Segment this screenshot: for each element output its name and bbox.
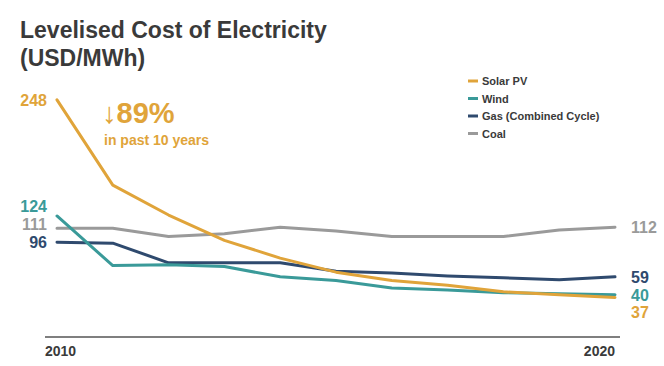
x-tick-label: 2020 xyxy=(584,343,615,359)
plot-lines xyxy=(57,100,615,298)
chart-root: Levelised Cost of Electricity(USD/MWh) ↓8… xyxy=(0,0,664,366)
legend-label: Wind xyxy=(482,93,509,105)
data-label: 124 xyxy=(20,198,47,215)
legend-swatch xyxy=(468,115,478,118)
data-label: 248 xyxy=(20,92,47,109)
data-label: 59 xyxy=(631,269,649,286)
data-label: 40 xyxy=(631,287,649,304)
x-tick-label: 2010 xyxy=(45,343,76,359)
series-line xyxy=(57,216,615,295)
series-line xyxy=(57,242,615,279)
data-label: 111 xyxy=(22,216,47,233)
legend-swatch xyxy=(468,132,478,135)
legend-label: Coal xyxy=(482,128,506,140)
legend-swatch xyxy=(468,80,478,83)
x-axis-line xyxy=(45,336,620,338)
data-label: 37 xyxy=(631,304,649,321)
legend-label: Solar PV xyxy=(482,75,528,87)
subtitle: (USD/MWh) xyxy=(20,45,145,71)
data-label: 96 xyxy=(29,234,47,251)
series-line xyxy=(57,227,615,236)
data-label: 112 xyxy=(631,219,657,236)
legend: Solar PV Wind Gas (Combined Cycle) Coal xyxy=(468,75,600,140)
annotation: in past 10 years xyxy=(104,132,209,148)
title: Levelised Cost of Electricity xyxy=(20,17,327,43)
legend-swatch xyxy=(468,97,478,100)
series-line xyxy=(57,100,615,298)
legend-label: Gas (Combined Cycle) xyxy=(482,110,600,122)
chart-svg: Levelised Cost of Electricity(USD/MWh) ↓8… xyxy=(0,0,664,366)
annotation: ↓89% xyxy=(102,97,175,129)
